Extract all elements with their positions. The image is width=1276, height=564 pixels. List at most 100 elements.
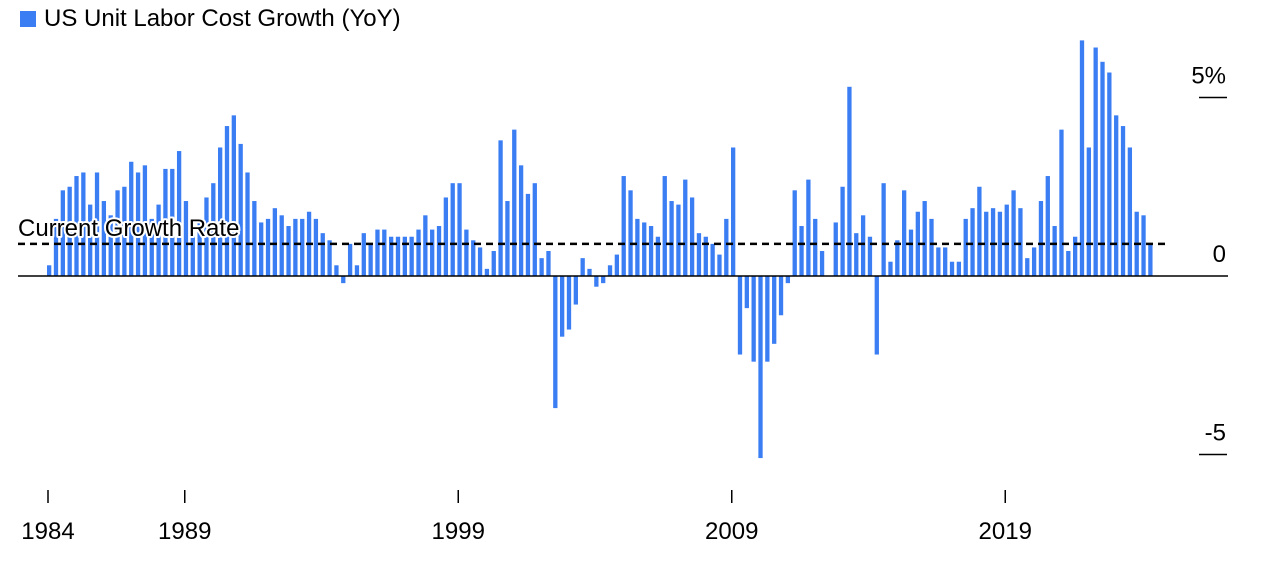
bar xyxy=(430,229,435,276)
bar xyxy=(142,165,148,276)
bar xyxy=(669,201,674,276)
bar xyxy=(553,276,558,409)
bar xyxy=(1045,176,1050,276)
bar xyxy=(505,201,510,276)
bar xyxy=(860,215,866,276)
bar xyxy=(108,215,113,276)
bar xyxy=(1100,61,1105,276)
bar xyxy=(1025,258,1030,276)
bar xyxy=(1073,236,1078,276)
bar xyxy=(566,276,572,330)
bar xyxy=(956,261,962,276)
bar xyxy=(67,186,72,276)
x-tick-label: 1989 xyxy=(158,518,211,545)
bar xyxy=(676,204,681,276)
bar xyxy=(614,254,620,276)
bar xyxy=(402,236,407,276)
bar xyxy=(416,229,421,276)
bar xyxy=(895,240,900,276)
bar xyxy=(854,233,859,276)
bar xyxy=(977,186,982,276)
bar xyxy=(1127,147,1133,276)
bar xyxy=(1114,115,1119,276)
x-tick-label: 2019 xyxy=(979,518,1032,545)
bar xyxy=(436,226,442,276)
bar xyxy=(101,201,107,276)
bar xyxy=(1120,126,1126,276)
chart-legend: US Unit Labor Cost Growth (YoY) xyxy=(20,4,401,34)
bar xyxy=(621,176,626,276)
bar xyxy=(163,168,168,276)
bar xyxy=(176,151,182,276)
bar xyxy=(847,86,852,276)
bar xyxy=(703,236,708,276)
bar xyxy=(341,276,346,284)
bar xyxy=(655,236,661,276)
bar xyxy=(792,190,797,276)
bar xyxy=(970,208,975,276)
bar xyxy=(1141,215,1146,276)
bar xyxy=(888,261,893,276)
bar xyxy=(293,218,298,276)
bar xyxy=(518,165,524,276)
bar xyxy=(368,243,373,276)
bar xyxy=(724,218,729,276)
bar xyxy=(272,208,278,276)
bar xyxy=(607,265,613,276)
bar xyxy=(156,204,161,276)
bar xyxy=(648,226,654,276)
bar xyxy=(751,276,756,362)
bar xyxy=(628,190,633,276)
bar xyxy=(915,211,920,276)
bar xyxy=(635,218,640,276)
bar xyxy=(744,276,749,309)
legend-swatch xyxy=(20,11,36,27)
y-tick-label: 0 xyxy=(1213,241,1226,268)
bar xyxy=(539,258,544,276)
bar xyxy=(129,161,134,276)
bar xyxy=(190,229,195,276)
bar xyxy=(135,172,141,276)
bar xyxy=(382,229,387,276)
bar xyxy=(929,218,934,276)
bar xyxy=(491,251,496,276)
bar xyxy=(512,129,517,276)
bar xyxy=(532,183,537,276)
bar xyxy=(785,276,791,284)
bar xyxy=(662,176,667,276)
bar xyxy=(833,222,838,276)
bar xyxy=(88,204,93,276)
bar xyxy=(149,218,154,276)
bar xyxy=(47,265,52,276)
bar xyxy=(819,251,825,276)
bar xyxy=(457,183,462,276)
bar xyxy=(717,254,722,276)
bar xyxy=(1107,72,1112,276)
bar xyxy=(601,276,606,284)
bar xyxy=(423,215,428,276)
bar xyxy=(683,179,688,276)
bar xyxy=(1004,204,1009,276)
bar xyxy=(949,261,955,276)
bar xyxy=(1086,147,1091,276)
bar xyxy=(867,236,873,276)
bar xyxy=(1066,251,1071,276)
legend-label: US Unit Labor Cost Growth (YoY) xyxy=(44,5,401,32)
bar xyxy=(443,197,449,276)
bar xyxy=(409,236,414,276)
bar xyxy=(778,276,784,316)
bar xyxy=(525,193,531,276)
bar xyxy=(587,268,592,276)
bar xyxy=(389,236,394,276)
bar xyxy=(1093,47,1098,276)
bar xyxy=(799,226,804,276)
bar xyxy=(265,218,271,276)
bar xyxy=(1059,129,1064,276)
bar xyxy=(477,247,483,276)
bar xyxy=(997,211,1003,276)
bar xyxy=(231,115,236,276)
bar xyxy=(252,201,257,276)
x-tick-label: 2009 xyxy=(705,518,758,545)
bar xyxy=(347,243,353,276)
bar xyxy=(984,211,989,276)
